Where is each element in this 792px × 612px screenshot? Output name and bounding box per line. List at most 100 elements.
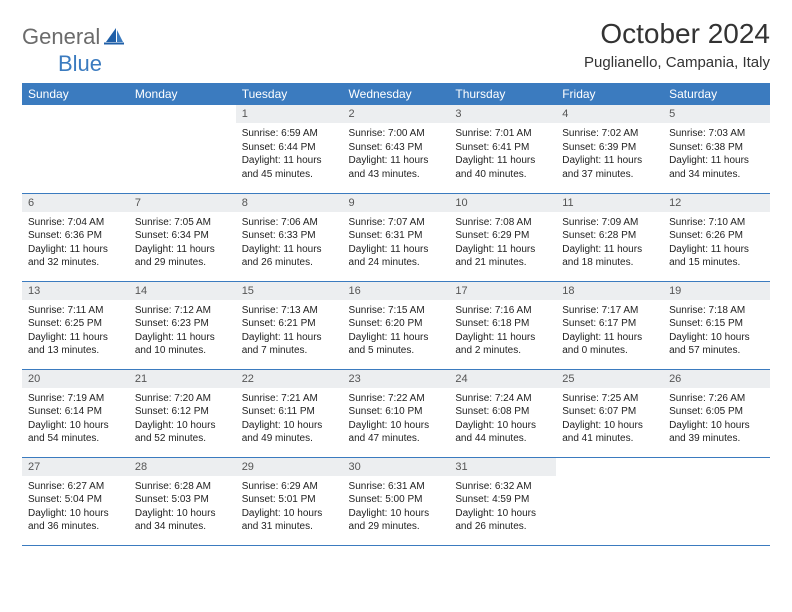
day-number: 6 — [22, 194, 129, 212]
daylight-text: Daylight: 11 hours and 32 minutes. — [28, 243, 123, 270]
day-content: Sunrise: 7:07 AMSunset: 6:31 PMDaylight:… — [343, 212, 450, 276]
day-content: Sunrise: 6:31 AMSunset: 5:00 PMDaylight:… — [343, 476, 450, 540]
day-number: 23 — [343, 370, 450, 388]
day-number: 21 — [129, 370, 236, 388]
week-row: 27Sunrise: 6:27 AMSunset: 5:04 PMDayligh… — [22, 457, 770, 545]
weekday-header: Sunday — [22, 83, 129, 105]
sunrise-text: Sunrise: 7:01 AM — [455, 127, 550, 141]
week-row: 6Sunrise: 7:04 AMSunset: 6:36 PMDaylight… — [22, 193, 770, 281]
day-content: Sunrise: 7:22 AMSunset: 6:10 PMDaylight:… — [343, 388, 450, 452]
day-cell: 22Sunrise: 7:21 AMSunset: 6:11 PMDayligh… — [236, 369, 343, 457]
sunrise-text: Sunrise: 7:04 AM — [28, 216, 123, 230]
sunrise-text: Sunrise: 6:27 AM — [28, 480, 123, 494]
day-cell: 30Sunrise: 6:31 AMSunset: 5:00 PMDayligh… — [343, 457, 450, 545]
sunset-text: Sunset: 6:36 PM — [28, 229, 123, 243]
day-content: Sunrise: 7:00 AMSunset: 6:43 PMDaylight:… — [343, 123, 450, 187]
sunrise-text: Sunrise: 7:11 AM — [28, 304, 123, 318]
daylight-text: Daylight: 11 hours and 15 minutes. — [669, 243, 764, 270]
week-row: 1Sunrise: 6:59 AMSunset: 6:44 PMDaylight… — [22, 105, 770, 193]
weekday-header: Tuesday — [236, 83, 343, 105]
day-cell: 8Sunrise: 7:06 AMSunset: 6:33 PMDaylight… — [236, 193, 343, 281]
daylight-text: Daylight: 10 hours and 36 minutes. — [28, 507, 123, 534]
sunset-text: Sunset: 6:38 PM — [669, 141, 764, 155]
sunset-text: Sunset: 6:12 PM — [135, 405, 230, 419]
day-number: 24 — [449, 370, 556, 388]
sunrise-text: Sunrise: 7:21 AM — [242, 392, 337, 406]
daylight-text: Daylight: 11 hours and 40 minutes. — [455, 154, 550, 181]
day-content: Sunrise: 7:19 AMSunset: 6:14 PMDaylight:… — [22, 388, 129, 452]
day-number: 7 — [129, 194, 236, 212]
day-number: 10 — [449, 194, 556, 212]
day-content: Sunrise: 7:17 AMSunset: 6:17 PMDaylight:… — [556, 300, 663, 364]
day-cell: 17Sunrise: 7:16 AMSunset: 6:18 PMDayligh… — [449, 281, 556, 369]
day-number: 20 — [22, 370, 129, 388]
day-content: Sunrise: 7:11 AMSunset: 6:25 PMDaylight:… — [22, 300, 129, 364]
day-content: Sunrise: 7:10 AMSunset: 6:26 PMDaylight:… — [663, 212, 770, 276]
sunset-text: Sunset: 6:25 PM — [28, 317, 123, 331]
day-number: 28 — [129, 458, 236, 476]
sunrise-text: Sunrise: 7:00 AM — [349, 127, 444, 141]
sunset-text: Sunset: 6:17 PM — [562, 317, 657, 331]
day-content: Sunrise: 7:13 AMSunset: 6:21 PMDaylight:… — [236, 300, 343, 364]
day-number: 17 — [449, 282, 556, 300]
sunrise-text: Sunrise: 7:20 AM — [135, 392, 230, 406]
day-cell: 10Sunrise: 7:08 AMSunset: 6:29 PMDayligh… — [449, 193, 556, 281]
sunset-text: Sunset: 6:20 PM — [349, 317, 444, 331]
daylight-text: Daylight: 11 hours and 45 minutes. — [242, 154, 337, 181]
day-cell: 21Sunrise: 7:20 AMSunset: 6:12 PMDayligh… — [129, 369, 236, 457]
daylight-text: Daylight: 11 hours and 29 minutes. — [135, 243, 230, 270]
day-cell: 18Sunrise: 7:17 AMSunset: 6:17 PMDayligh… — [556, 281, 663, 369]
day-number: 11 — [556, 194, 663, 212]
sunrise-text: Sunrise: 7:24 AM — [455, 392, 550, 406]
calendar-page: General October 2024 Puglianello, Campan… — [0, 0, 792, 564]
day-content: Sunrise: 6:59 AMSunset: 6:44 PMDaylight:… — [236, 123, 343, 187]
sunset-text: Sunset: 6:31 PM — [349, 229, 444, 243]
daylight-text: Daylight: 11 hours and 18 minutes. — [562, 243, 657, 270]
daylight-text: Daylight: 11 hours and 2 minutes. — [455, 331, 550, 358]
sunset-text: Sunset: 6:07 PM — [562, 405, 657, 419]
day-number: 29 — [236, 458, 343, 476]
day-content: Sunrise: 7:25 AMSunset: 6:07 PMDaylight:… — [556, 388, 663, 452]
location: Puglianello, Campania, Italy — [584, 54, 770, 71]
daylight-text: Daylight: 11 hours and 10 minutes. — [135, 331, 230, 358]
daylight-text: Daylight: 11 hours and 43 minutes. — [349, 154, 444, 181]
day-cell: 15Sunrise: 7:13 AMSunset: 6:21 PMDayligh… — [236, 281, 343, 369]
sunrise-text: Sunrise: 7:03 AM — [669, 127, 764, 141]
weekday-header: Monday — [129, 83, 236, 105]
day-number: 8 — [236, 194, 343, 212]
daylight-text: Daylight: 10 hours and 26 minutes. — [455, 507, 550, 534]
day-number: 15 — [236, 282, 343, 300]
sunrise-text: Sunrise: 6:32 AM — [455, 480, 550, 494]
month-title: October 2024 — [584, 18, 770, 50]
sunset-text: Sunset: 6:34 PM — [135, 229, 230, 243]
sunset-text: Sunset: 6:41 PM — [455, 141, 550, 155]
day-cell: 26Sunrise: 7:26 AMSunset: 6:05 PMDayligh… — [663, 369, 770, 457]
day-number: 1 — [236, 105, 343, 123]
sunset-text: Sunset: 6:26 PM — [669, 229, 764, 243]
day-cell: 28Sunrise: 6:28 AMSunset: 5:03 PMDayligh… — [129, 457, 236, 545]
day-cell: 3 Sunrise: 7:01 AMSunset: 6:41 PMDaylight… — [449, 105, 556, 193]
weekday-header: Saturday — [663, 83, 770, 105]
day-cell — [22, 105, 129, 193]
day-content: Sunrise: 7:05 AMSunset: 6:34 PMDaylight:… — [129, 212, 236, 276]
day-content: Sunrise: 6:28 AMSunset: 5:03 PMDaylight:… — [129, 476, 236, 540]
day-number: 4 — [556, 105, 663, 123]
calendar-table: SundayMondayTuesdayWednesdayThursdayFrid… — [22, 83, 770, 546]
sunset-text: Sunset: 6:44 PM — [242, 141, 337, 155]
daylight-text: Daylight: 11 hours and 7 minutes. — [242, 331, 337, 358]
day-cell: 19Sunrise: 7:18 AMSunset: 6:15 PMDayligh… — [663, 281, 770, 369]
sunset-text: Sunset: 6:15 PM — [669, 317, 764, 331]
daylight-text: Daylight: 11 hours and 37 minutes. — [562, 154, 657, 181]
sunrise-text: Sunrise: 7:17 AM — [562, 304, 657, 318]
day-number: 3 — [449, 105, 556, 123]
sunset-text: Sunset: 6:05 PM — [669, 405, 764, 419]
day-content: Sunrise: 6:32 AMSunset: 4:59 PMDaylight:… — [449, 476, 556, 540]
day-cell: 7Sunrise: 7:05 AMSunset: 6:34 PMDaylight… — [129, 193, 236, 281]
day-content: Sunrise: 7:18 AMSunset: 6:15 PMDaylight:… — [663, 300, 770, 364]
week-row: 20Sunrise: 7:19 AMSunset: 6:14 PMDayligh… — [22, 369, 770, 457]
sunrise-text: Sunrise: 7:07 AM — [349, 216, 444, 230]
day-content: Sunrise: 7:21 AMSunset: 6:11 PMDaylight:… — [236, 388, 343, 452]
sunset-text: Sunset: 5:04 PM — [28, 493, 123, 507]
logo-blue: Blue — [58, 51, 102, 77]
day-content: Sunrise: 7:08 AMSunset: 6:29 PMDaylight:… — [449, 212, 556, 276]
